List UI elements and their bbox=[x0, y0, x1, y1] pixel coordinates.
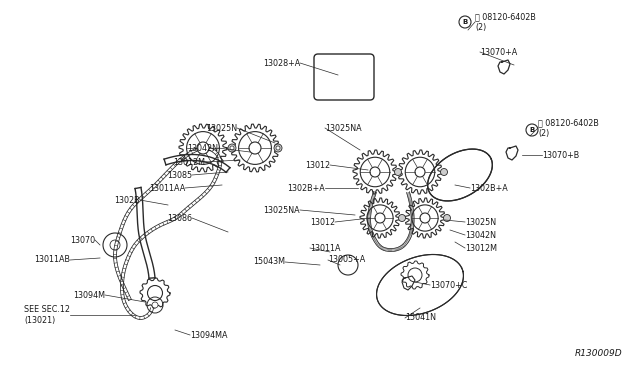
Text: 1302B: 1302B bbox=[115, 196, 140, 205]
Text: 13086: 13086 bbox=[167, 214, 192, 222]
Text: 13025NA: 13025NA bbox=[325, 124, 362, 132]
Circle shape bbox=[420, 213, 430, 223]
Text: 13012M: 13012M bbox=[465, 244, 497, 253]
Circle shape bbox=[394, 169, 401, 176]
Text: 13011AB: 13011AB bbox=[34, 256, 70, 264]
Text: SEE SEC.12
(13021): SEE SEC.12 (13021) bbox=[24, 305, 70, 325]
Text: 13070+C: 13070+C bbox=[430, 280, 467, 289]
Text: 13005+A: 13005+A bbox=[328, 256, 365, 264]
Circle shape bbox=[274, 144, 282, 152]
Text: 13012: 13012 bbox=[310, 218, 335, 227]
Text: 13012M: 13012M bbox=[173, 157, 205, 167]
Text: 13070+B: 13070+B bbox=[542, 151, 579, 160]
Circle shape bbox=[440, 169, 447, 176]
Text: 13042N: 13042N bbox=[465, 231, 496, 240]
Text: B: B bbox=[462, 19, 468, 25]
Circle shape bbox=[408, 268, 422, 282]
Text: 13085: 13085 bbox=[167, 170, 192, 180]
Text: 13094MA: 13094MA bbox=[190, 330, 227, 340]
Text: 13025N: 13025N bbox=[206, 124, 237, 132]
Text: B: B bbox=[529, 127, 534, 133]
Text: Ⓑ 08120-6402B
(2): Ⓑ 08120-6402B (2) bbox=[475, 12, 536, 32]
Text: 15043M: 15043M bbox=[253, 257, 285, 266]
Circle shape bbox=[230, 146, 234, 150]
Text: 13011A: 13011A bbox=[310, 244, 340, 253]
Circle shape bbox=[147, 285, 163, 301]
Text: 13094M: 13094M bbox=[73, 291, 105, 299]
Circle shape bbox=[228, 144, 236, 152]
Text: 13012: 13012 bbox=[305, 160, 330, 170]
Circle shape bbox=[197, 142, 209, 154]
Text: 13042N: 13042N bbox=[187, 144, 218, 153]
Text: 1302B+A: 1302B+A bbox=[287, 183, 325, 192]
Circle shape bbox=[399, 215, 406, 221]
Circle shape bbox=[444, 215, 451, 221]
Circle shape bbox=[249, 142, 261, 154]
Circle shape bbox=[276, 146, 280, 150]
Text: 13070: 13070 bbox=[70, 235, 95, 244]
Text: 13070+A: 13070+A bbox=[480, 48, 517, 57]
Text: 15041N: 15041N bbox=[405, 314, 436, 323]
Text: R130009D: R130009D bbox=[574, 349, 622, 358]
Text: 1302B+A: 1302B+A bbox=[470, 183, 508, 192]
Text: Ⓑ 08120-6402B
(2): Ⓑ 08120-6402B (2) bbox=[538, 118, 599, 138]
Circle shape bbox=[370, 167, 380, 177]
Text: 13011AA: 13011AA bbox=[148, 183, 185, 192]
Circle shape bbox=[152, 302, 158, 308]
Circle shape bbox=[415, 167, 425, 177]
Text: 13025N: 13025N bbox=[465, 218, 496, 227]
Text: 13028+A: 13028+A bbox=[263, 58, 300, 67]
Text: 13025NA: 13025NA bbox=[264, 205, 300, 215]
Circle shape bbox=[375, 213, 385, 223]
